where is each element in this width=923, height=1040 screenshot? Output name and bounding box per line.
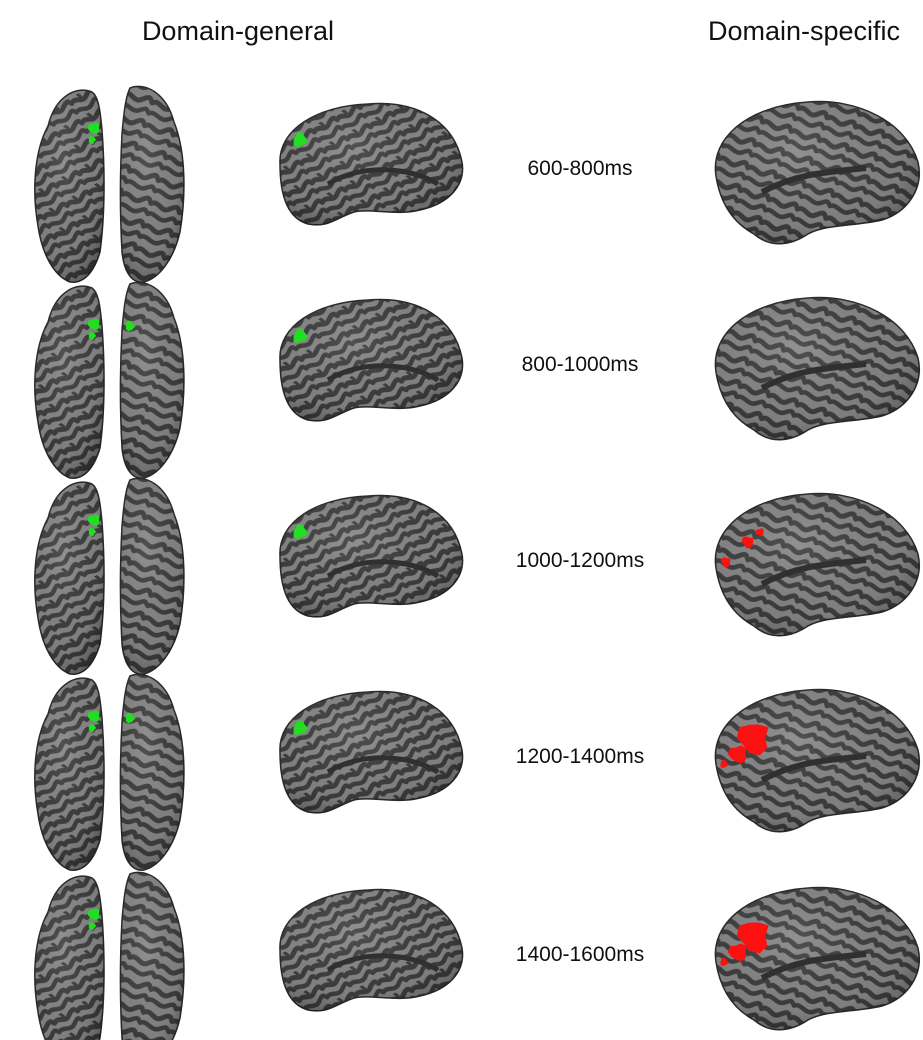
medial-hemisphere: [279, 494, 464, 618]
frontal-left-hemisphere: [34, 89, 105, 283]
general-activation-frontal: [87, 514, 100, 527]
frontal-left-hemisphere: [34, 875, 105, 1040]
frontal-left-hemisphere: [34, 285, 105, 479]
lateral-hemisphere: [714, 492, 921, 637]
general-activation-medial: [293, 524, 308, 540]
specific-activation-lateral: [736, 922, 769, 954]
general-activation-frontal: [88, 723, 97, 733]
specific-activation-lateral: [727, 745, 747, 764]
general-activation-frontal: [125, 320, 136, 332]
domain-general-heading: Domain-general: [142, 16, 334, 46]
general-activation-frontal: [88, 331, 97, 341]
time-row: 800-1000ms: [34, 281, 921, 479]
specific-activation-lateral: [720, 759, 729, 769]
time-window-label: 1400-1600ms: [516, 943, 644, 966]
general-activation-medial: [293, 328, 308, 344]
medial-hemisphere: [279, 888, 464, 1012]
time-row: 1000-1200ms: [34, 477, 921, 675]
rows-layer: 600-800ms 800-1000ms 1000-1200ms 1200-1400m…: [34, 85, 921, 1040]
medial-hemisphere: [279, 298, 464, 422]
specific-activation-lateral: [736, 724, 769, 756]
time-window-label: 800-1000ms: [522, 353, 639, 376]
general-activation-medial: [293, 720, 308, 736]
specific-activation-lateral: [741, 536, 754, 549]
lateral-hemisphere: [714, 296, 921, 441]
lateral-hemisphere: [714, 886, 921, 1031]
general-activation-frontal: [87, 710, 100, 723]
time-window-label: 600-800ms: [527, 157, 632, 180]
time-row: 1400-1600ms: [34, 871, 921, 1040]
general-activation-frontal: [88, 135, 97, 145]
time-row: 600-800ms: [34, 85, 921, 283]
general-activation-frontal: [87, 122, 100, 135]
general-activation-frontal: [87, 908, 100, 921]
frontal-right-hemisphere: [119, 477, 185, 675]
medial-hemisphere: [279, 102, 464, 226]
specific-activation-lateral: [720, 957, 729, 967]
domain-specific-heading: Domain-specific: [708, 16, 900, 46]
frontal-right-hemisphere: [119, 85, 185, 283]
frontal-left-hemisphere: [34, 677, 105, 871]
frontal-left-hemisphere: [34, 481, 105, 675]
specific-activation-lateral: [727, 943, 747, 962]
general-activation-medial: [293, 132, 308, 148]
general-activation-frontal: [87, 318, 100, 331]
medial-hemisphere: [279, 690, 464, 814]
specific-activation-lateral: [755, 528, 764, 537]
specific-activation-lateral: [720, 557, 731, 568]
frontal-right-hemisphere: [119, 673, 185, 871]
general-activation-frontal: [88, 921, 97, 931]
frontal-right-hemisphere: [119, 281, 185, 479]
time-row: 1200-1400ms: [34, 673, 921, 871]
general-activation-frontal: [125, 712, 136, 724]
general-activation-frontal: [88, 527, 97, 537]
time-window-label: 1000-1200ms: [516, 549, 644, 572]
time-window-label: 1200-1400ms: [516, 745, 644, 768]
frontal-right-hemisphere: [119, 871, 185, 1040]
lateral-hemisphere: [714, 100, 921, 245]
lateral-hemisphere: [714, 688, 921, 833]
